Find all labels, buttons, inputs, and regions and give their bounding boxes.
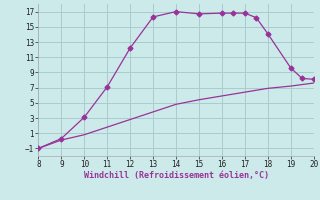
X-axis label: Windchill (Refroidissement éolien,°C): Windchill (Refroidissement éolien,°C) — [84, 171, 268, 180]
